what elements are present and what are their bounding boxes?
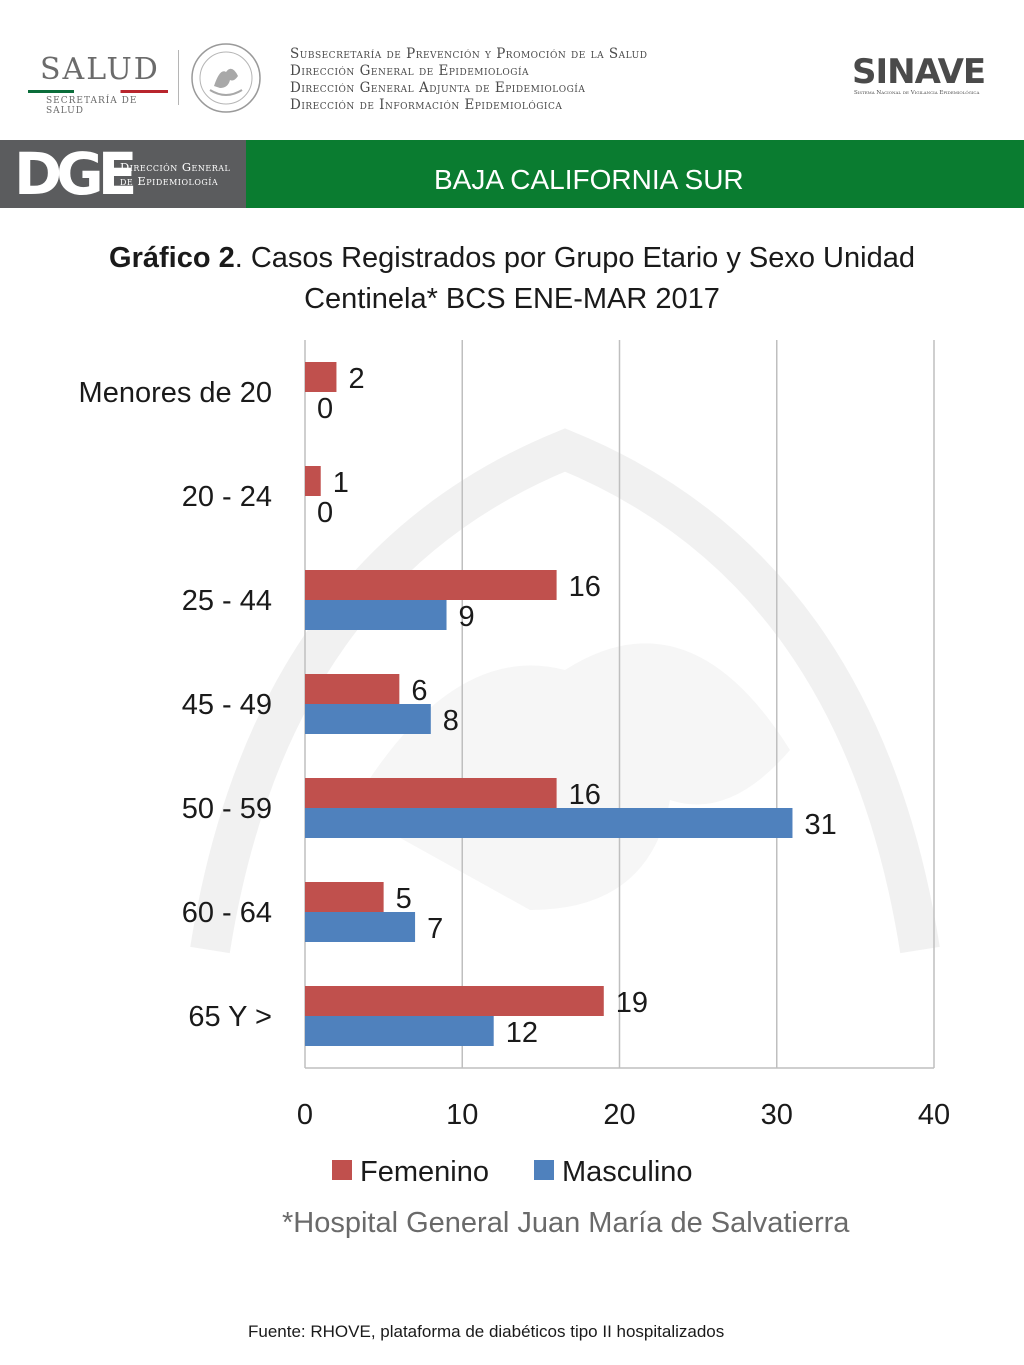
category-label: 60 - 64 [182, 897, 272, 929]
bar-masculino [305, 1016, 494, 1046]
sinave-logo-subtitle: Sistema Nacional de Vigilancia Epidemiol… [854, 90, 980, 96]
data-label: 5 [396, 883, 412, 915]
state-band [246, 140, 1024, 208]
dge-band [0, 140, 246, 208]
data-label: 1 [333, 467, 349, 499]
source-note: Fuente: RHOVE, plataforma de diabéticos … [248, 1322, 725, 1341]
dge-text-line: Dirección General [120, 160, 231, 174]
data-label: 6 [411, 675, 427, 707]
bars-layer [305, 362, 793, 1046]
x-tick-label: 30 [761, 1099, 793, 1131]
bar-femenino [305, 466, 321, 496]
chart-title-bold: Gráfico 2 [109, 242, 235, 274]
header-divider [178, 50, 179, 105]
subsecretaria-line: Dirección General Adjunta de Epidemiolog… [290, 80, 586, 96]
chart-title: Gráfico 2. Casos Registrados por Grupo E… [60, 238, 964, 320]
chart-title-rest: . Casos Registrados por Grupo Etario y S… [234, 242, 915, 315]
category-label: 25 - 44 [182, 585, 272, 617]
bar-femenino [305, 674, 400, 704]
subsecretaria-lines: Subsecretaría de Prevención y Promoción … [290, 46, 647, 114]
bar-femenino [305, 778, 557, 808]
bar-masculino [305, 808, 793, 838]
seal-watermark-icon [190, 428, 940, 954]
sinave-logo: SINAVE Sistema Nacional de Vigilancia Ep… [852, 50, 992, 100]
subsecretaria-line: Subsecretaría de Prevención y Promoción … [290, 46, 648, 62]
data-label: 0 [317, 497, 333, 529]
dge-text-line: de Epidemiología [120, 174, 219, 188]
data-label: 2 [348, 363, 364, 395]
category-label: 65 Y > [188, 1001, 272, 1033]
bar-masculino [305, 704, 431, 734]
legend-label: Masculino [562, 1156, 693, 1188]
bar-femenino [305, 986, 604, 1016]
dge-logo: DGE [14, 140, 137, 208]
salud-logo-rule [28, 90, 168, 93]
salud-logo: SALUD SECRETARÍA DE SALUD [28, 52, 178, 116]
dge-text: Dirección General de Epidemiología [120, 160, 230, 188]
subsecretaria-line: Dirección General de Epidemiología [290, 63, 530, 79]
bar-femenino [305, 362, 337, 392]
x-tick-label: 10 [446, 1099, 478, 1131]
data-label: 19 [616, 987, 648, 1019]
mexico-seal-icon [191, 43, 261, 113]
legend-swatch [534, 1160, 554, 1180]
bar-femenino [305, 882, 384, 912]
bar-masculino [305, 912, 416, 942]
salud-logo-subtitle: SECRETARÍA DE SALUD [46, 96, 138, 116]
hospital-footnote: *Hospital General Juan María de Salvatie… [282, 1207, 850, 1239]
x-tick-label: 0 [297, 1099, 313, 1131]
state-name: BAJA CALIFORNIA SUR [434, 164, 744, 195]
data-label: 12 [506, 1017, 538, 1049]
legend-swatch [332, 1160, 352, 1180]
data-label: 9 [459, 601, 475, 633]
data-label: 7 [427, 913, 443, 945]
data-label: 8 [443, 705, 459, 737]
category-label: Menores de 20 [79, 377, 272, 409]
data-label: 0 [317, 393, 333, 425]
bar-femenino [305, 570, 557, 600]
data-label: 31 [804, 809, 836, 841]
category-label: 45 - 49 [182, 689, 272, 721]
subsecretaria-line: Dirección de Información Epidemiológica [290, 97, 563, 113]
chart-legend: Femenino Masculino [332, 1156, 693, 1188]
bar-masculino [305, 600, 447, 630]
header-bar [0, 0, 1024, 140]
data-label: 16 [569, 571, 601, 603]
category-label: 20 - 24 [182, 481, 272, 513]
category-label: 50 - 59 [182, 793, 272, 825]
x-tick-label: 40 [918, 1099, 950, 1131]
salud-logo-word: SALUD [40, 52, 160, 87]
sinave-logo-word: SINAVE [852, 52, 986, 92]
x-tick-label: 20 [603, 1099, 635, 1131]
legend-label: Femenino [360, 1156, 489, 1188]
data-label: 16 [569, 779, 601, 811]
